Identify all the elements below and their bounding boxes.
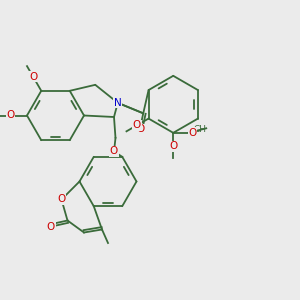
Text: O: O bbox=[133, 120, 141, 130]
Text: N: N bbox=[114, 98, 122, 108]
Text: O: O bbox=[47, 221, 55, 232]
Text: O: O bbox=[169, 141, 177, 151]
Text: O: O bbox=[137, 124, 145, 134]
Text: O: O bbox=[110, 146, 118, 157]
Text: O: O bbox=[29, 71, 37, 82]
Text: O: O bbox=[6, 110, 15, 121]
Text: O: O bbox=[188, 128, 196, 138]
Text: O: O bbox=[57, 194, 66, 205]
Text: CH: CH bbox=[194, 125, 206, 134]
